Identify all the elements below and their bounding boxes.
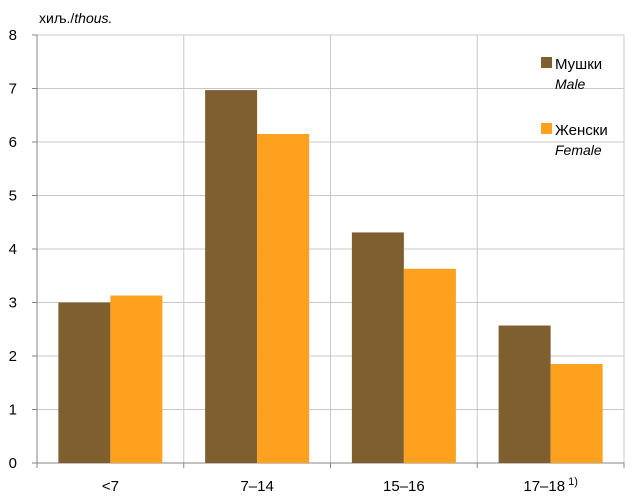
legend-label-en: Female: [555, 142, 602, 158]
y-unit-label: хиљ./thous.: [39, 10, 112, 26]
y-unit-italic: thous.: [74, 10, 112, 26]
bar-female: [403, 268, 456, 463]
x-tick-footnote: 1): [568, 476, 578, 488]
bar-female: [257, 133, 310, 463]
bars: [58, 90, 603, 463]
legend-label-en: Male: [555, 76, 586, 92]
bar-male: [205, 90, 258, 463]
x-axis-ticks: <7 7–14 15–16 17–18 1): [36, 463, 625, 495]
legend-swatch-male: [541, 57, 552, 68]
y-tick-label: 2: [9, 348, 17, 365]
y-tick-label: 1: [9, 402, 17, 419]
y-tick-label: 0: [9, 455, 17, 472]
x-tick-label: <7: [102, 478, 119, 495]
legend-label: Мушки: [555, 56, 602, 73]
legend-label: Женски: [555, 122, 608, 139]
bar-female: [110, 295, 163, 463]
bar-male: [58, 302, 111, 463]
y-tick-label: 6: [9, 134, 17, 151]
y-tick-label: 4: [9, 241, 17, 258]
x-tick-label: 15–16: [383, 478, 425, 495]
bar-female: [550, 364, 603, 463]
bar-male: [351, 232, 404, 463]
legend: Мушки Male Женски Female: [541, 56, 608, 158]
y-tick-label: 5: [9, 188, 17, 205]
y-unit-main: хиљ./: [39, 10, 74, 26]
bar-male: [498, 325, 551, 463]
legend-swatch-female: [541, 123, 552, 134]
x-tick-label: 7–14: [240, 478, 273, 495]
y-axis-ticks: 0 1 2 3 4 5 6 7 8: [9, 27, 37, 472]
y-tick-label: 7: [9, 81, 17, 98]
y-tick-label: 8: [9, 27, 17, 44]
x-tick-label: 17–18 1): [523, 476, 578, 495]
y-tick-label: 3: [9, 295, 17, 312]
